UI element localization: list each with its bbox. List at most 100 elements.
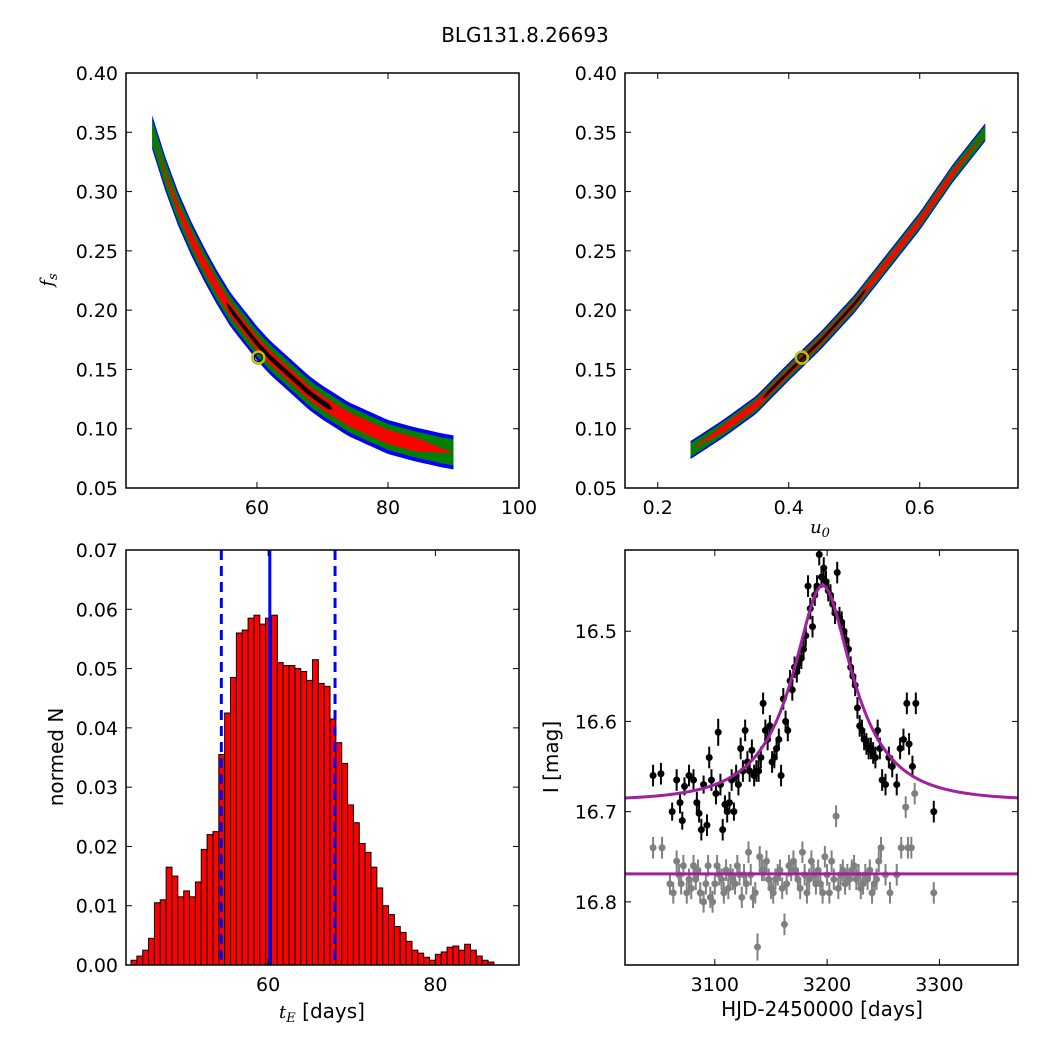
data-point (893, 781, 901, 789)
data-point (877, 844, 885, 852)
p1-frame (125, 72, 520, 489)
histogram-bar (247, 617, 255, 966)
histogram-bar (352, 822, 360, 966)
histogram-bar (136, 955, 144, 966)
y-tick-label: 0.01 (76, 896, 118, 918)
data-point (908, 763, 916, 771)
posterior-region-red (152, 132, 454, 453)
data-point (657, 770, 665, 778)
histogram-bar (458, 949, 466, 966)
data-point (807, 857, 815, 865)
data-point (777, 772, 785, 780)
data-point (687, 884, 695, 892)
histogram-bar (276, 662, 284, 966)
data-point (745, 848, 753, 856)
y-tick-label: 0.35 (76, 122, 118, 144)
data-point (896, 744, 904, 752)
histogram-bar (341, 762, 349, 966)
data-point (804, 582, 812, 590)
data-point (734, 781, 742, 789)
x-tick-label: 0.2 (643, 497, 673, 519)
histogram-bar (241, 629, 249, 966)
data-point (832, 812, 840, 820)
data-point (712, 790, 720, 798)
data-point (753, 943, 761, 951)
figure-title: BLG131.8.26693 (441, 23, 609, 47)
best-fit-marker (794, 350, 810, 365)
data-point (666, 880, 674, 888)
histogram-bar (142, 949, 150, 966)
data-point (669, 889, 677, 897)
histogram-bar (200, 848, 208, 966)
data-point (757, 754, 765, 761)
y-tick-label: 0.40 (76, 63, 118, 85)
y-tick-label: 0.35 (575, 122, 617, 144)
data-point (694, 866, 702, 874)
y-tick-label: 0.15 (575, 359, 617, 381)
y-tick-label: 0.05 (76, 659, 118, 681)
data-point (683, 889, 691, 897)
y-tick-label: 0.00 (76, 955, 118, 977)
data-point (677, 880, 685, 888)
data-point (903, 699, 911, 707)
posterior-region-blue (690, 123, 986, 460)
data-point (780, 920, 788, 928)
y-tick-label: 0.20 (76, 300, 118, 322)
data-point (709, 898, 717, 906)
y-tick-label: 0.03 (76, 777, 118, 799)
histogram-bar (300, 671, 308, 966)
histogram-bar (165, 866, 173, 966)
p3-ylabel: normed N (44, 708, 68, 807)
data-point (707, 776, 715, 784)
data-point (819, 889, 827, 897)
p4-ticks: 3100 3200 3300 16.5 16.6 16.7 16.8 (575, 550, 1018, 996)
p2-ticks: 0.2 0.4 0.6 0.05 0.10 0.15 0.20 0.25 0.30 0.35 0.4… (575, 63, 1018, 519)
data-point (809, 623, 817, 631)
data-point (693, 799, 701, 807)
data-point (673, 776, 681, 784)
data-point (751, 889, 759, 897)
p4-ylabel: I [mag] (539, 721, 563, 793)
p2-xlabel: u0 (810, 517, 830, 541)
data-point (689, 862, 697, 870)
x-tick-label: 3300 (915, 974, 963, 996)
data-point (696, 889, 704, 897)
histogram-bar (194, 881, 202, 966)
y-tick-label: 16.7 (575, 802, 617, 824)
data-point (833, 569, 841, 577)
histogram-bar (212, 831, 220, 966)
data-point (685, 772, 693, 780)
data-point (697, 826, 705, 834)
histogram-bar (148, 937, 155, 966)
x-tick-label: 80 (423, 974, 447, 996)
p1-ylabel: fs (37, 273, 61, 289)
y-tick-label: 0.40 (575, 63, 617, 85)
y-tick-label: 0.30 (575, 182, 617, 204)
data-point (737, 744, 745, 752)
data-point (769, 889, 777, 897)
data-point (821, 853, 829, 861)
p4-xlabel: HJD-2450000 [days] (721, 997, 923, 1021)
histogram-bar (253, 614, 261, 966)
data-point (815, 551, 823, 559)
data-point (853, 704, 861, 712)
data-point (875, 857, 883, 865)
data-point (756, 853, 764, 861)
data-point (866, 866, 874, 874)
posterior-region-blue (152, 115, 454, 470)
histogram-bar (171, 875, 179, 966)
data-point (725, 799, 733, 807)
histogram-bar (259, 623, 267, 966)
model-curve (625, 584, 1018, 800)
y-tick-label: 16.6 (575, 711, 617, 733)
data-point (679, 862, 687, 870)
histogram-bar (159, 899, 167, 966)
y-tick-label: 0.20 (575, 300, 617, 322)
data-point (738, 893, 746, 901)
data-point (722, 866, 730, 874)
x-tick-label: 0.4 (774, 497, 804, 519)
data-point (899, 735, 907, 743)
p1-data-layer (152, 115, 454, 470)
histogram-bar (224, 712, 232, 966)
